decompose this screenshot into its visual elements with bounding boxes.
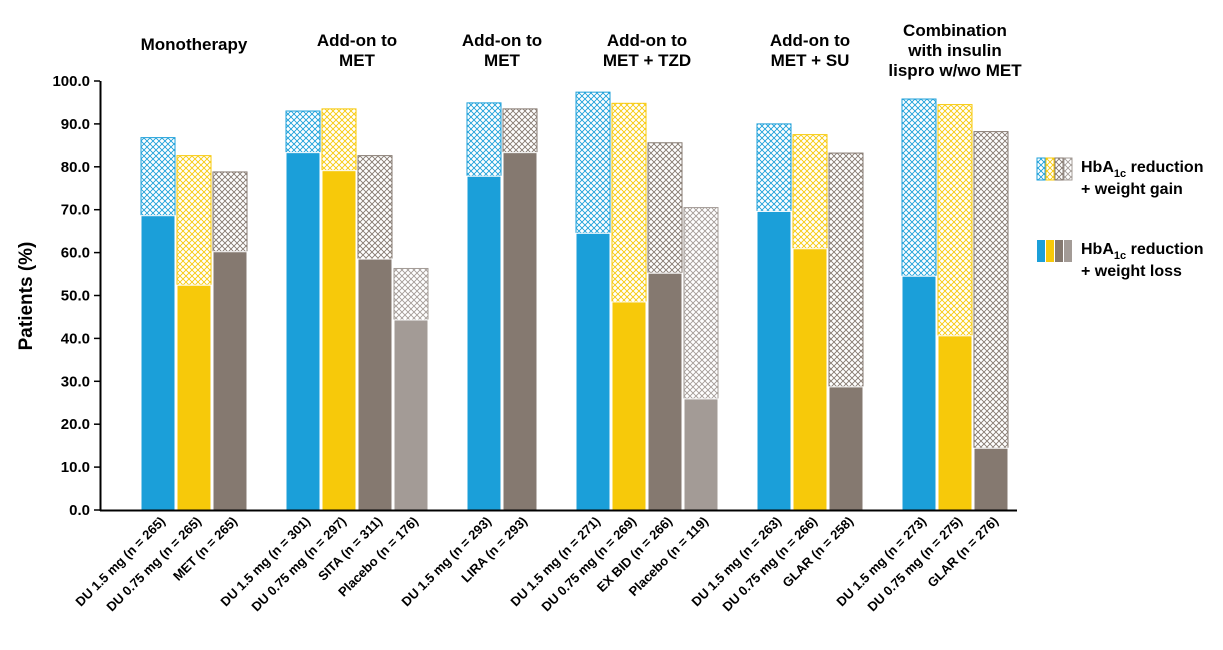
bar-weight-gain-segment bbox=[575, 91, 611, 234]
x-tick-label: LIRA (n = 293) bbox=[458, 514, 530, 586]
bar-weight-gain-segment bbox=[792, 134, 828, 250]
bar-weight-loss-segment bbox=[575, 232, 611, 511]
bars-layer bbox=[140, 91, 1009, 511]
legend-swatch bbox=[1045, 157, 1055, 181]
group-title: Combination bbox=[903, 21, 1007, 40]
group-title: with insulin bbox=[907, 41, 1002, 60]
y-tick-label: 70.0 bbox=[61, 202, 90, 219]
bar-weight-gain-segment bbox=[611, 102, 647, 303]
group-title: MET + TZD bbox=[603, 51, 691, 70]
y-axis-label: Patients (%) bbox=[16, 242, 37, 351]
y-tick-label: 80.0 bbox=[61, 159, 90, 176]
bar-weight-loss-segment bbox=[212, 251, 248, 511]
bar-weight-gain-segment bbox=[756, 123, 792, 212]
bar-weight-gain-segment bbox=[140, 137, 176, 217]
y-tick-label: 50.0 bbox=[61, 288, 90, 305]
x-tick-labels: DU 1.5 mg (n = 265)DU 0.75 mg (n = 265)M… bbox=[72, 514, 1001, 615]
legend-swatch bbox=[1055, 240, 1063, 262]
group-title: Add-on to bbox=[462, 31, 542, 50]
legend-swatch bbox=[1036, 157, 1046, 181]
legend-label: + weight loss bbox=[1081, 263, 1182, 280]
bar-weight-loss-segment bbox=[937, 335, 973, 511]
group-title: lispro w/wo MET bbox=[888, 61, 1022, 80]
bar-weight-gain-segment bbox=[901, 98, 937, 277]
y-tick-label: 90.0 bbox=[61, 116, 90, 133]
bar-weight-gain-segment bbox=[973, 131, 1009, 449]
bar-weight-gain-segment bbox=[357, 155, 393, 260]
bar-weight-loss-segment bbox=[502, 152, 538, 511]
legend-label: + weight gain bbox=[1081, 181, 1183, 198]
legend-swatch bbox=[1046, 240, 1054, 262]
bar-weight-gain-segment bbox=[683, 207, 719, 400]
y-tick-label: 30.0 bbox=[61, 373, 90, 390]
group-title: Add-on to bbox=[607, 31, 687, 50]
y-tick-label: 20.0 bbox=[61, 416, 90, 433]
bar-weight-loss-segment bbox=[466, 175, 502, 511]
bar-weight-gain-segment bbox=[828, 152, 864, 388]
group-title: MET bbox=[484, 51, 521, 70]
y-tick-label: 60.0 bbox=[61, 245, 90, 262]
bar-weight-loss-segment bbox=[973, 447, 1009, 511]
bar-weight-gain-segment bbox=[466, 102, 502, 177]
y-tick-label: 0.0 bbox=[69, 502, 90, 519]
bar-weight-loss-segment bbox=[611, 301, 647, 511]
legend-swatch bbox=[1054, 157, 1064, 181]
group-title: MET + SU bbox=[771, 51, 850, 70]
bar-weight-gain-segment bbox=[647, 142, 683, 274]
legend-swatch bbox=[1063, 157, 1073, 181]
group-title: Monotherapy bbox=[141, 35, 248, 54]
legend-swatch bbox=[1037, 240, 1045, 262]
y-tick-label: 10.0 bbox=[61, 459, 90, 476]
bar-weight-gain-segment bbox=[321, 108, 357, 172]
group-title: Add-on to bbox=[317, 31, 397, 50]
bar-weight-loss-segment bbox=[393, 319, 429, 511]
bar-weight-gain-segment bbox=[285, 110, 321, 154]
legend-label: HbA1c reduction bbox=[1081, 159, 1203, 180]
bar-weight-gain-segment bbox=[937, 104, 973, 337]
group-title: Add-on to bbox=[770, 31, 850, 50]
bar-weight-loss-segment bbox=[140, 215, 176, 511]
bar-weight-gain-segment bbox=[393, 267, 429, 321]
bar-weight-loss-segment bbox=[683, 398, 719, 511]
bar-weight-gain-segment bbox=[212, 171, 248, 253]
bar-weight-loss-segment bbox=[321, 170, 357, 511]
bar-weight-loss-segment bbox=[176, 284, 212, 511]
y-tick-label: 100.0 bbox=[52, 73, 90, 90]
y-tick-label: 40.0 bbox=[61, 330, 90, 347]
bar-weight-gain-segment bbox=[502, 108, 538, 154]
bar-weight-loss-segment bbox=[828, 386, 864, 511]
legend-label: HbA1c reduction bbox=[1081, 241, 1203, 262]
bar-weight-loss-segment bbox=[792, 248, 828, 511]
bar-weight-loss-segment bbox=[901, 275, 937, 511]
y-axis: 0.0 10.0 20.0 30.0 40.0 50.0 60.0 70.0 80.0 90.0 1… bbox=[52, 73, 100, 519]
group-title: MET bbox=[339, 51, 376, 70]
bar-weight-loss-segment bbox=[756, 210, 792, 511]
bar-weight-gain-segment bbox=[176, 155, 212, 286]
x-tick-label: MET (n = 265) bbox=[170, 514, 240, 584]
bar-weight-loss-segment bbox=[647, 272, 683, 511]
bar-weight-loss-segment bbox=[285, 152, 321, 511]
legend-swatch bbox=[1064, 240, 1072, 262]
bar-weight-loss-segment bbox=[357, 258, 393, 511]
